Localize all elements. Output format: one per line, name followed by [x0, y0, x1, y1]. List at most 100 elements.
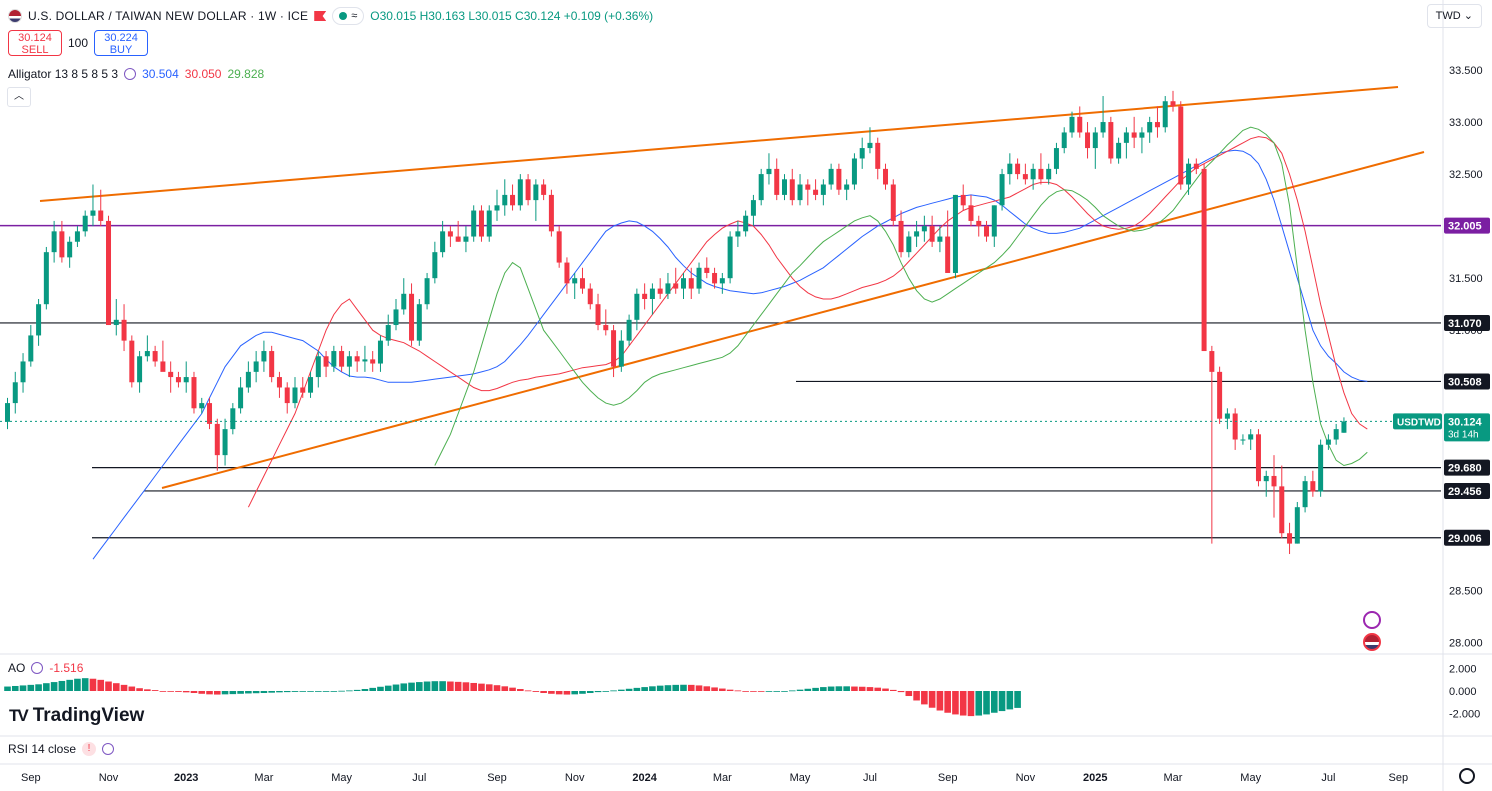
candle-body [805, 184, 811, 190]
level-price-label: 29.456 [1444, 482, 1490, 499]
candle [28, 325, 34, 367]
ao-bar [190, 691, 198, 694]
candle [1170, 90, 1176, 112]
symbol-tag-bg [1393, 413, 1442, 430]
level-price-bg [1444, 482, 1490, 499]
candle-body [906, 236, 912, 253]
warning-icon[interactable]: ! [82, 742, 97, 756]
candle-body [1015, 163, 1021, 175]
symbol-title[interactable]: U.S. DOLLAR / TAIWAN NEW DOLLAR · 1W · I… [28, 9, 309, 23]
buy-button[interactable]: 30.224 BUY [94, 30, 149, 56]
tradingview-logo[interactable]: TV TradingView [9, 705, 144, 727]
candle-body [789, 179, 795, 201]
candle [1318, 439, 1324, 497]
candle [626, 314, 632, 346]
buy-price: 30.224 [104, 32, 138, 44]
collapse-legend-button[interactable]: ︿ [7, 87, 31, 107]
sell-button[interactable]: 30.124 SELL [8, 30, 62, 56]
x-tick-label: Jul [1321, 772, 1335, 784]
refresh-icon[interactable] [124, 68, 137, 80]
candle [743, 210, 749, 237]
candle [890, 179, 896, 227]
candle-body [945, 236, 951, 273]
candle-body [750, 200, 756, 216]
flag-tag-icon[interactable] [314, 11, 327, 21]
ao-bar [711, 687, 718, 691]
candle-body [253, 361, 259, 372]
candle [556, 226, 562, 268]
candle-body [890, 184, 896, 221]
candle [1310, 470, 1316, 497]
lightning-event-icon[interactable] [1363, 611, 1381, 629]
ao-bar [105, 681, 112, 691]
rsi-legend[interactable]: RSI 14 close ! [8, 742, 115, 756]
candle-body [828, 168, 834, 185]
candle-body [851, 158, 857, 185]
candle-body [106, 220, 112, 326]
ao-bar [532, 691, 540, 692]
refresh-icon[interactable] [31, 662, 44, 674]
candle-body [261, 351, 267, 362]
candle-body [59, 231, 65, 258]
candle-body [836, 168, 842, 190]
candle-body [82, 215, 88, 232]
candle [774, 158, 780, 201]
x-tick-label: Jul [863, 772, 877, 784]
candle-body [51, 231, 57, 253]
candle-body [929, 226, 935, 242]
candle [921, 215, 927, 242]
gear-icon[interactable] [1459, 768, 1475, 784]
currency-select[interactable]: TWD ⌄ [1426, 4, 1482, 28]
candle-body [548, 194, 554, 232]
ao-bar [493, 685, 501, 691]
ao-bar [827, 686, 835, 691]
candle-body [1294, 507, 1300, 544]
candle-body [502, 194, 508, 206]
candle-body [98, 210, 104, 221]
candle [1325, 434, 1331, 450]
ao-bar [719, 688, 726, 691]
ao-bar [369, 687, 376, 691]
ao-bar [905, 691, 913, 697]
ao-legend[interactable]: AO -1.516 [8, 661, 83, 675]
candle [1209, 345, 1215, 544]
candle [1217, 366, 1223, 424]
ao-bar [431, 681, 439, 691]
refresh-icon[interactable] [102, 743, 115, 755]
ao-bar [260, 691, 268, 694]
ao-bar [198, 691, 206, 694]
candle-body [245, 371, 251, 388]
ao-bar [97, 679, 105, 691]
ao-bar [213, 691, 221, 695]
ao-bar [649, 686, 656, 691]
market-status-pill[interactable]: ≈ [332, 7, 365, 25]
candle-body [1123, 132, 1129, 143]
candle [688, 267, 694, 299]
candle-body [478, 210, 484, 237]
candle [191, 371, 197, 414]
candle-body [315, 356, 321, 378]
ao-bar [687, 684, 695, 691]
candle [1162, 96, 1168, 133]
ao-bar [913, 691, 920, 701]
level-price-text: 29.680 [1448, 463, 1482, 475]
candle-body [385, 325, 391, 341]
price-tag-bg [1444, 413, 1490, 442]
ao-bar [245, 691, 252, 694]
trend-line-upper [39, 86, 1399, 202]
candle [851, 153, 857, 190]
candle-body [1248, 434, 1254, 440]
candle-body [883, 168, 889, 185]
candle [238, 377, 244, 414]
candle [525, 174, 531, 206]
ao-bar [377, 686, 384, 691]
candle [486, 205, 492, 242]
candle [984, 220, 990, 242]
candle [945, 210, 951, 273]
ao-bar [11, 685, 19, 691]
alligator-legend[interactable]: Alligator 13 8 5 8 5 3 30.504 30.050 29.… [8, 67, 264, 81]
candle [494, 189, 500, 221]
ao-bar [788, 690, 796, 692]
us-event-icon[interactable] [1363, 633, 1381, 651]
